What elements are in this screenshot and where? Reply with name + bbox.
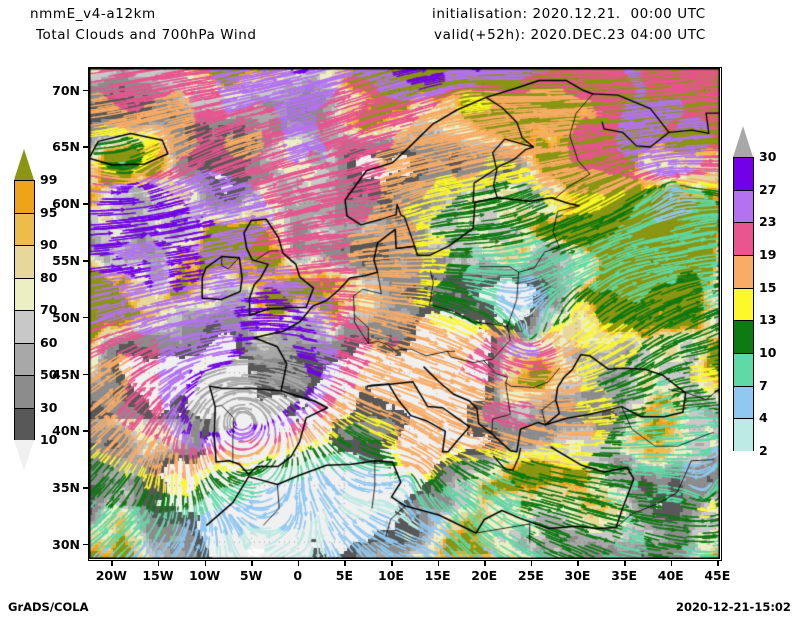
cloud-colorbar-tick-label: 90 — [40, 237, 58, 252]
x-axis-tick-label: 30E — [564, 568, 591, 583]
cloud-colorbar-tick-label: 30 — [40, 399, 58, 415]
wind-colorbar-tick-label: 27 — [759, 181, 777, 197]
y-axis-tick-mark — [83, 430, 88, 432]
weather-map-canvas — [89, 68, 720, 559]
x-axis-tick-label: 0 — [293, 568, 303, 583]
x-axis-tick-mark — [484, 561, 486, 566]
y-axis-tick-label: 45N — [52, 366, 80, 382]
wind-colorbar-tick-label: 10 — [759, 345, 777, 360]
y-axis-tick-mark — [83, 316, 88, 319]
wind-colorbar-over-arrow — [733, 126, 753, 157]
wind-colorbar-tick-label: 4 — [759, 410, 768, 426]
wind-colorbar-tick-label: 13 — [759, 312, 777, 328]
cloud-colorbar-band — [15, 181, 34, 214]
wind-colorbar-band — [734, 321, 753, 354]
cloud-colorbar-tick-label: 99 — [40, 172, 58, 187]
wind-colorbar-tick-label: 7 — [759, 377, 768, 393]
wind-colorbar-under-arrow — [733, 451, 753, 482]
cloud-colorbar-band — [15, 246, 34, 279]
cloud-colorbar-under-arrow — [14, 440, 34, 471]
y-axis-tick-label: 60N — [52, 196, 80, 212]
valid-time-label: valid(+52h): 2020.DEC.23 04:00 UTC — [434, 27, 706, 43]
x-axis-tick-label: 15W — [142, 568, 174, 583]
y-axis-tick-label: 30N — [52, 536, 80, 552]
cloud-colorbar-over-arrow — [14, 149, 34, 180]
cloud-colorbar-band — [15, 213, 34, 246]
cloud-colorbar-band — [15, 343, 34, 376]
x-axis-tick-mark — [391, 561, 393, 566]
cloud-colorbar-tick-label: 70 — [40, 302, 58, 317]
x-axis-tick-mark — [157, 561, 160, 566]
x-axis-tick-label: 40E — [657, 568, 684, 583]
y-axis-tick-mark — [83, 373, 88, 376]
wind-colorbar-band — [734, 190, 753, 224]
y-axis-tick-mark — [83, 89, 88, 92]
x-axis-tick-label: 10E — [378, 568, 404, 583]
generation-timestamp-label: 2020-12-21-15:02 — [676, 600, 791, 614]
wind-colorbar-tick-label: 2 — [759, 443, 768, 458]
colorbar-right-bands — [733, 157, 754, 452]
x-axis-tick-label: 20W — [95, 568, 127, 583]
y-axis-tick-mark — [83, 487, 88, 489]
cloud-colorbar-band — [15, 408, 34, 441]
map-plot-area — [88, 67, 722, 561]
x-axis-tick-label: 15E — [424, 568, 451, 583]
cloud-colorbar-tick-label: 95 — [40, 204, 58, 220]
y-axis-tick-label: 55N — [52, 253, 80, 269]
y-axis-tick-mark — [83, 146, 88, 148]
wind-colorbar-tick-label: 30 — [759, 149, 777, 164]
cloud-colorbar-tick-label: 10 — [40, 432, 58, 447]
x-axis-tick-mark — [577, 561, 579, 566]
wind-speed-colorbar — [733, 157, 754, 452]
wind-colorbar-tick-label: 15 — [759, 279, 777, 295]
wind-colorbar-tick-label: 23 — [759, 214, 777, 230]
x-axis-tick-mark — [530, 561, 533, 566]
initialisation-time-label: initialisation: 2020.12.21. 00:00 UTC — [432, 6, 706, 22]
y-axis-tick-mark — [83, 543, 88, 546]
x-axis-tick-mark — [437, 561, 440, 566]
field-description-label: Total Clouds and 700hPa Wind — [36, 27, 257, 43]
wind-colorbar-band — [734, 223, 753, 256]
cloud-colorbar-band — [15, 376, 34, 409]
cloud-colorbar-tick-label: 50 — [40, 367, 58, 382]
x-axis-tick-mark — [297, 561, 300, 566]
wind-colorbar-band — [734, 288, 753, 322]
header: nmmE_v4-a12km Total Clouds and 700hPa Wi… — [0, 0, 800, 56]
cloud-colorbar-band — [15, 311, 34, 344]
cloud-colorbar-tick-label: 80 — [40, 269, 58, 285]
x-axis-tick-label: 5E — [335, 568, 354, 583]
cloud-colorbar-band — [15, 278, 34, 311]
x-axis-tick-label: 35E — [611, 568, 638, 583]
x-axis-tick-mark — [624, 561, 626, 566]
wind-colorbar-band — [734, 386, 753, 420]
x-axis-tick-mark — [717, 561, 719, 566]
y-axis-tick-label: 40N — [52, 423, 80, 439]
producer-label: GrADS/COLA — [8, 600, 89, 614]
x-axis-tick-label: 5W — [239, 568, 263, 583]
model-name-label: nmmE_v4-a12km — [30, 6, 156, 22]
wind-colorbar-band — [734, 255, 753, 289]
cloud-colorbar-tick-label: 60 — [40, 334, 58, 350]
wind-colorbar-tick-label: 19 — [759, 247, 777, 262]
wind-colorbar-band — [734, 419, 753, 452]
wind-colorbar-band — [734, 158, 753, 191]
x-axis-tick-label: 45E — [704, 568, 731, 583]
x-axis-tick-mark — [111, 561, 113, 566]
x-axis-tick-mark — [251, 561, 253, 566]
colorbar-left-bands — [14, 180, 35, 441]
x-axis-tick-mark — [670, 561, 673, 566]
x-axis-tick-label: 10W — [188, 568, 221, 583]
y-axis-tick-mark — [83, 260, 88, 262]
y-axis-tick-label: 50N — [52, 309, 80, 325]
x-axis-tick-mark — [344, 561, 346, 566]
total-cloud-cover-colorbar — [14, 180, 35, 441]
wind-colorbar-band — [734, 353, 753, 387]
y-axis-tick-label: 65N — [52, 139, 80, 155]
x-axis-tick-label: 25E — [517, 568, 544, 583]
y-axis-tick-label: 35N — [52, 480, 80, 496]
x-axis-tick-label: 20E — [471, 568, 498, 583]
y-axis-tick-mark — [83, 203, 88, 205]
x-axis-tick-mark — [204, 561, 207, 566]
y-axis-tick-label: 70N — [52, 82, 80, 98]
